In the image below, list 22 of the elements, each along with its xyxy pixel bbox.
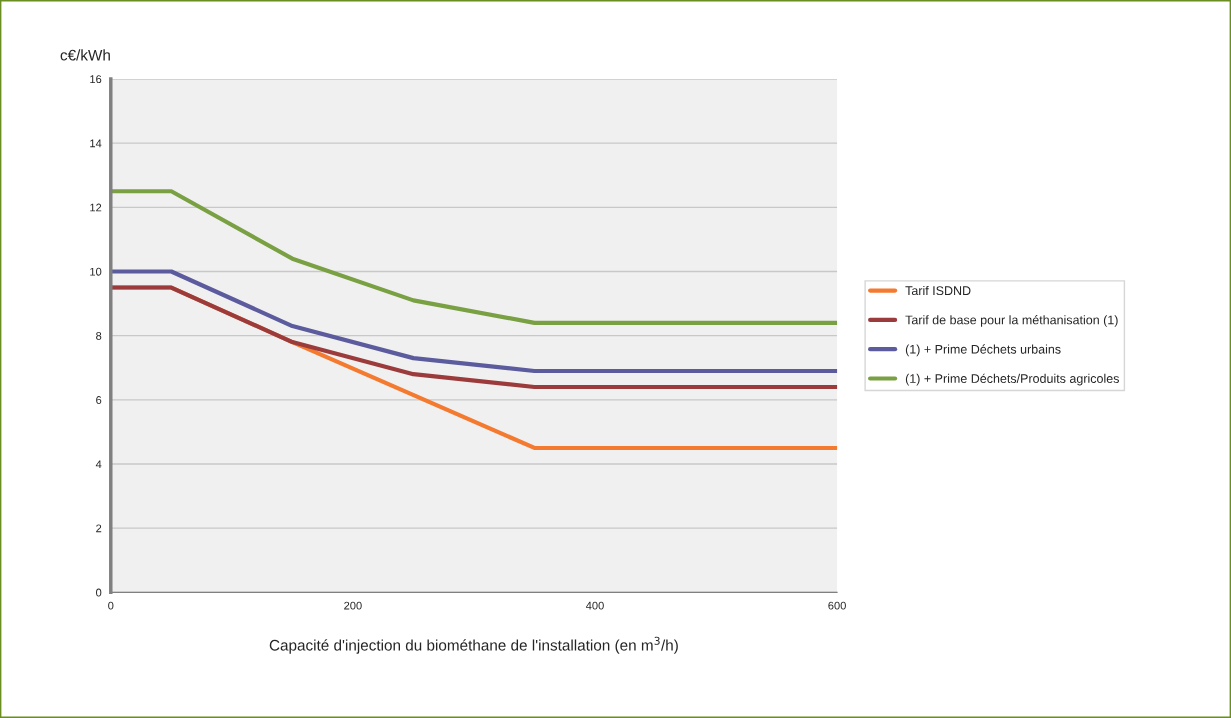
line-series xyxy=(110,269,838,374)
legend-label: Tarif ISDND xyxy=(905,285,971,296)
y-tick-label: 12 xyxy=(90,203,102,212)
y-tick-label: 10 xyxy=(90,267,102,276)
y-axis-title: c€/kWh xyxy=(60,49,110,61)
x-tick-label: 400 xyxy=(585,601,604,610)
line-series xyxy=(110,285,838,390)
y-tick-label: 0 xyxy=(96,588,102,597)
x-axis-title: Capacité d'injection du biométhane de l'installation (en m$^{3}$/h) xyxy=(269,636,678,654)
x-tick-label: 600 xyxy=(828,601,846,610)
y-tick-label: 2 xyxy=(96,524,102,533)
legend-label: (1) + Prime Déchets urbains xyxy=(905,344,1061,357)
legend-label: (1) + Prime Déchets/Produits agricoles xyxy=(905,373,1119,386)
x-tick-label: 0 xyxy=(108,601,114,610)
y-tick-label: 16 xyxy=(90,75,102,84)
x-tick-label: 200 xyxy=(344,601,362,610)
y-tick-label: 6 xyxy=(96,396,102,404)
y-tick-label: 14 xyxy=(90,139,102,148)
line-series xyxy=(110,189,838,325)
y-tick-label: 8 xyxy=(96,331,102,340)
legend-label: Tarif de base pour la méthanisation (1) xyxy=(905,315,1118,327)
y-tick-label: 4 xyxy=(95,460,102,469)
